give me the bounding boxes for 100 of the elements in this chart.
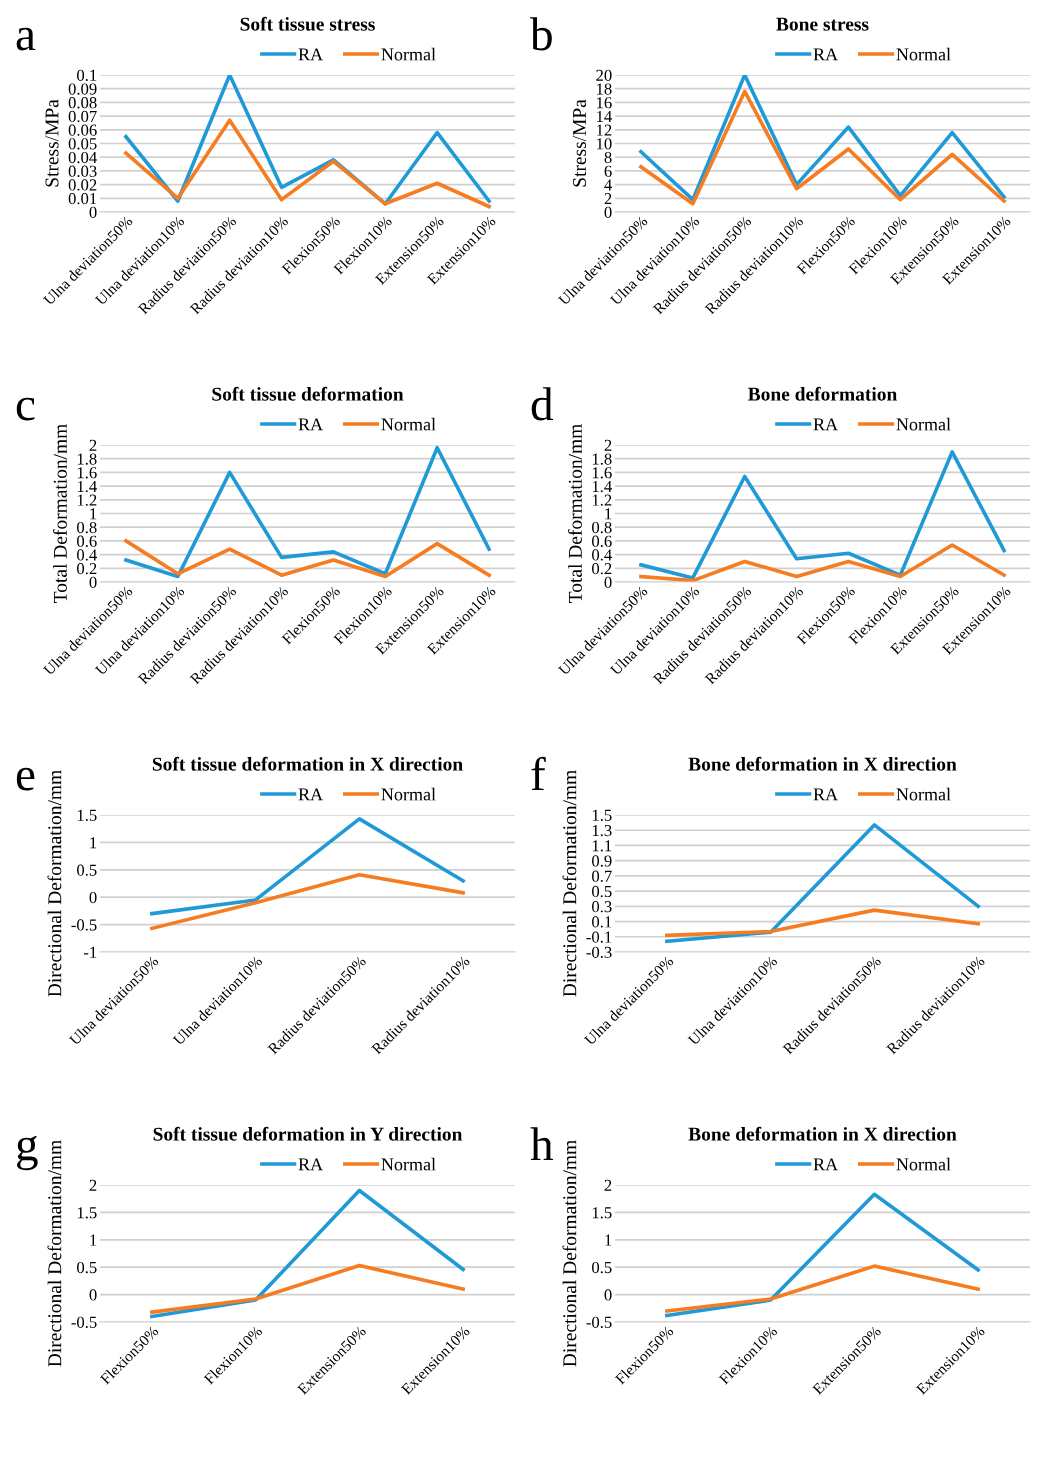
y-axis-title: Directional Deformation/mm	[562, 1140, 577, 1367]
line-series	[150, 817, 465, 916]
line-series	[639, 543, 1006, 582]
y-tick-label: 1	[605, 508, 612, 520]
legend-label: RA	[298, 1158, 323, 1171]
y-tick-label: 1.3	[592, 824, 612, 837]
y-tick-label: 12	[597, 124, 612, 136]
legend-label: Normal	[896, 417, 951, 431]
chart-title: Bone deformation in X direction	[688, 1126, 957, 1141]
line-series	[124, 118, 491, 209]
legend-label: RA	[813, 418, 838, 431]
y-tick-label: 1.1	[592, 840, 612, 852]
legend-label: Normal	[381, 47, 436, 61]
text: h	[530, 1127, 553, 1160]
line-series	[150, 1263, 465, 1314]
y-tick-label: 0.5	[592, 1261, 612, 1274]
y-tick-label: 0.6	[592, 535, 612, 547]
y-tick-label: 0.08	[68, 97, 97, 109]
y-axis-title: Total Deformation/mm	[53, 424, 67, 603]
y-tick-label: 0.03	[68, 165, 97, 177]
y-axis-title: Stress/MPa	[45, 99, 59, 187]
line-series	[150, 1188, 465, 1319]
legend-label: Normal	[896, 787, 951, 801]
y-tick-label: 0	[89, 891, 97, 904]
y-tick-label: -0.5	[586, 1316, 612, 1329]
y-tick-label: 0.5	[77, 1261, 97, 1274]
y-tick-label: 0.5	[77, 864, 97, 876]
y-tick-label: 0.9	[592, 855, 612, 867]
legend-label: Normal	[896, 1157, 951, 1171]
y-tick-label: 0.07	[68, 110, 97, 123]
chart-title: Bone deformation in X direction	[688, 756, 957, 771]
y-tick-label: 0	[89, 576, 97, 588]
y-tick-label: 0.3	[592, 901, 612, 913]
y-tick-label: 8	[604, 151, 612, 164]
y-axis-title: Directional Deformation/mm	[562, 770, 577, 997]
y-tick-label: 2	[604, 439, 612, 451]
text: b	[530, 17, 552, 51]
y-tick-label: 0	[604, 1289, 612, 1301]
legend-label: Normal	[896, 47, 951, 61]
chart-title: Soft tissue stress	[240, 16, 375, 31]
y-tick-label: 1.4	[77, 480, 97, 493]
y-tick-label: 0.1	[77, 69, 97, 82]
y-tick-label: 0.01	[68, 193, 97, 205]
line-series	[665, 1264, 980, 1313]
y-tick-label: 1.4	[592, 480, 612, 493]
chart-title: Soft tissue deformation in X direction	[152, 756, 463, 771]
line-series	[665, 1192, 980, 1318]
y-tick-label: 0	[604, 206, 612, 218]
y-tick-label: -1	[83, 946, 97, 958]
chart-title: Soft tissue deformation in Y direction	[153, 1126, 463, 1141]
y-tick-label: 4	[604, 179, 612, 191]
y-tick-label: 0.05	[68, 138, 97, 150]
y-tick-label: 20	[596, 69, 612, 81]
y-tick-label: 0.4	[592, 549, 612, 561]
line-series	[124, 539, 491, 579]
y-tick-label: 2	[89, 1179, 97, 1191]
y-tick-label: -0.5	[71, 1316, 97, 1329]
y-tick-label: 6	[604, 165, 612, 177]
legend-label: RA	[813, 1158, 838, 1171]
y-tick-label: 0.2	[592, 563, 612, 575]
y-tick-label: 1	[90, 508, 97, 520]
y-tick-label: 16	[597, 97, 612, 109]
y-tick-label: 1.5	[77, 809, 97, 822]
y-tick-label: 0.09	[68, 83, 97, 95]
y-tick-label: 0.06	[68, 124, 97, 136]
y-axis-title: Directional Deformation/mm	[47, 1140, 62, 1367]
line-series	[639, 450, 1006, 580]
legend-label: RA	[813, 788, 838, 801]
y-tick-label: 0	[604, 576, 612, 588]
text: c	[16, 397, 35, 421]
y-tick-label: 0.1	[592, 916, 612, 928]
legend-label: RA	[298, 418, 323, 431]
y-tick-label: -0.1	[586, 931, 612, 943]
y-axis-title: Total Deformation/mm	[568, 424, 582, 603]
y-axis-title: Directional Deformation/mm	[47, 770, 62, 997]
text: e	[16, 767, 35, 791]
y-tick-label: 0.8	[77, 521, 97, 534]
y-tick-label: 1	[90, 837, 97, 849]
y-tick-label: 0.4	[77, 549, 97, 561]
line-series	[665, 908, 980, 938]
y-tick-label: 0.6	[77, 535, 97, 547]
y-tick-label: 1.6	[592, 467, 612, 479]
y-tick-label: 18	[597, 83, 612, 95]
y-tick-label: 2	[89, 439, 97, 451]
y-tick-label: 10	[597, 138, 612, 150]
chart-title: Bone deformation	[748, 386, 898, 401]
y-tick-label: 0.2	[77, 563, 97, 575]
y-tick-label: 0.7	[592, 870, 612, 882]
y-tick-label: 1.5	[77, 1207, 97, 1219]
y-tick-label: 1.2	[77, 494, 97, 506]
text: d	[531, 387, 554, 421]
legend-label: Normal	[381, 417, 436, 431]
text: g	[17, 1135, 38, 1171]
legend-label: RA	[813, 48, 838, 61]
y-axis-title: Stress/MPa	[572, 99, 587, 187]
legend-label: Normal	[381, 787, 436, 801]
y-tick-label: 0.02	[68, 179, 97, 191]
y-tick-label: 2	[604, 1179, 612, 1191]
y-tick-label: 14	[597, 110, 612, 122]
chart-title: Bone stress	[776, 17, 869, 31]
